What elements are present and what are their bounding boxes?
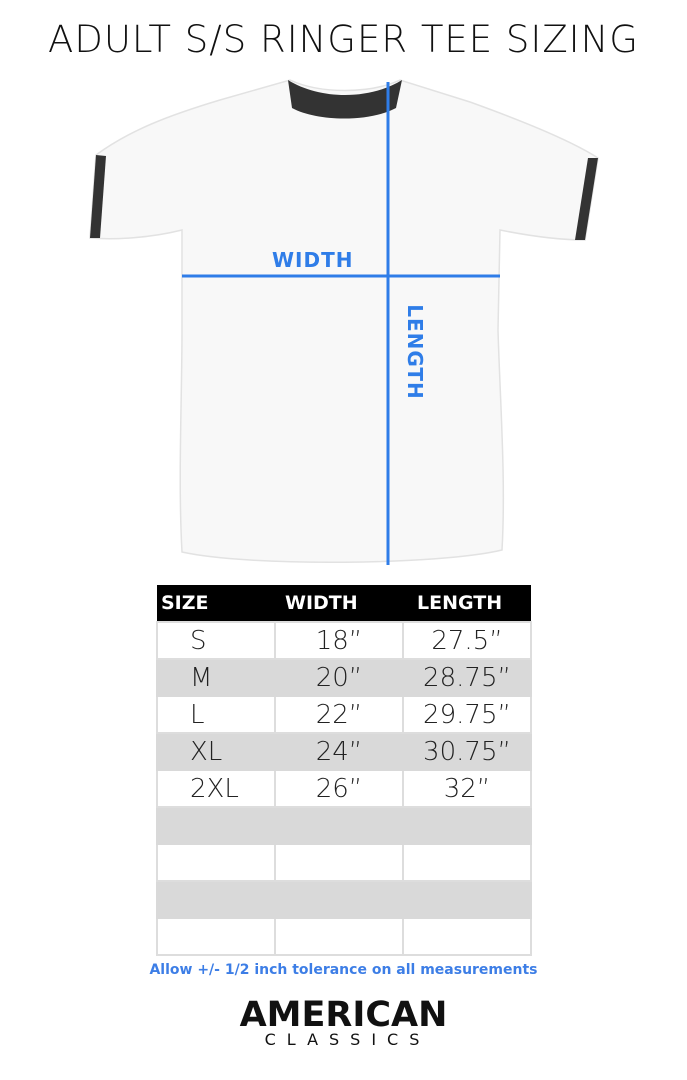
cell-width: 26” xyxy=(274,769,404,808)
page-title: ADULT S/S RINGER TEE SIZING xyxy=(48,18,639,61)
table-row: M 20” 28.75” xyxy=(156,658,532,697)
cell-length xyxy=(402,843,532,882)
tolerance-note: Allow +/- 1/2 inch tolerance on all meas… xyxy=(149,962,538,978)
right-sleeve-band xyxy=(575,158,598,240)
cell-size xyxy=(156,806,276,845)
length-label: LENGTH xyxy=(403,304,427,400)
header-size: SIZE xyxy=(157,585,275,622)
brand-logo-line2: CLASSICS xyxy=(264,1030,431,1049)
cell-length xyxy=(402,806,532,845)
cell-width xyxy=(274,843,404,882)
cell-size xyxy=(156,880,276,919)
table-row xyxy=(156,843,532,882)
table-row xyxy=(156,880,532,919)
cell-size: XL xyxy=(156,732,276,771)
cell-width xyxy=(274,917,404,956)
cell-length: 30.75” xyxy=(402,732,532,771)
cell-length: 27.5” xyxy=(402,621,532,660)
size-table: SIZE WIDTH LENGTH S 18” 27.5” M 20” 28.75” L 22… xyxy=(156,585,532,956)
cell-length xyxy=(402,880,532,919)
cell-length xyxy=(402,917,532,956)
cell-width: 18” xyxy=(274,621,404,660)
cell-size xyxy=(156,843,276,882)
cell-size: S xyxy=(156,621,276,660)
cell-length: 32” xyxy=(402,769,532,808)
table-row: XL 24” 30.75” xyxy=(156,732,532,771)
cell-width xyxy=(274,806,404,845)
cell-size: 2XL xyxy=(156,769,276,808)
table-row: S 18” 27.5” xyxy=(156,621,532,660)
cell-size: L xyxy=(156,695,276,734)
left-sleeve-band xyxy=(90,155,106,238)
cell-size: M xyxy=(156,658,276,697)
cell-length: 28.75” xyxy=(402,658,532,697)
cell-length: 29.75” xyxy=(402,695,532,734)
collar xyxy=(288,80,402,119)
tshirt-illustration xyxy=(89,79,599,565)
table-row xyxy=(156,917,532,956)
brand-logo-line1: AMERICAN xyxy=(239,995,448,1035)
width-label: WIDTH xyxy=(272,248,354,272)
table-row xyxy=(156,806,532,845)
table-row: 2XL 26” 32” xyxy=(156,769,532,808)
table-header: SIZE WIDTH LENGTH xyxy=(157,585,531,622)
cell-size xyxy=(156,917,276,956)
cell-width: 24” xyxy=(274,732,404,771)
table-row: L 22” 29.75” xyxy=(156,695,532,734)
cell-width: 22” xyxy=(274,695,404,734)
header-width: WIDTH xyxy=(275,585,403,622)
cell-width: 20” xyxy=(274,658,404,697)
shirt-body xyxy=(89,79,599,564)
header-length: LENGTH xyxy=(403,585,531,622)
cell-width xyxy=(274,880,404,919)
